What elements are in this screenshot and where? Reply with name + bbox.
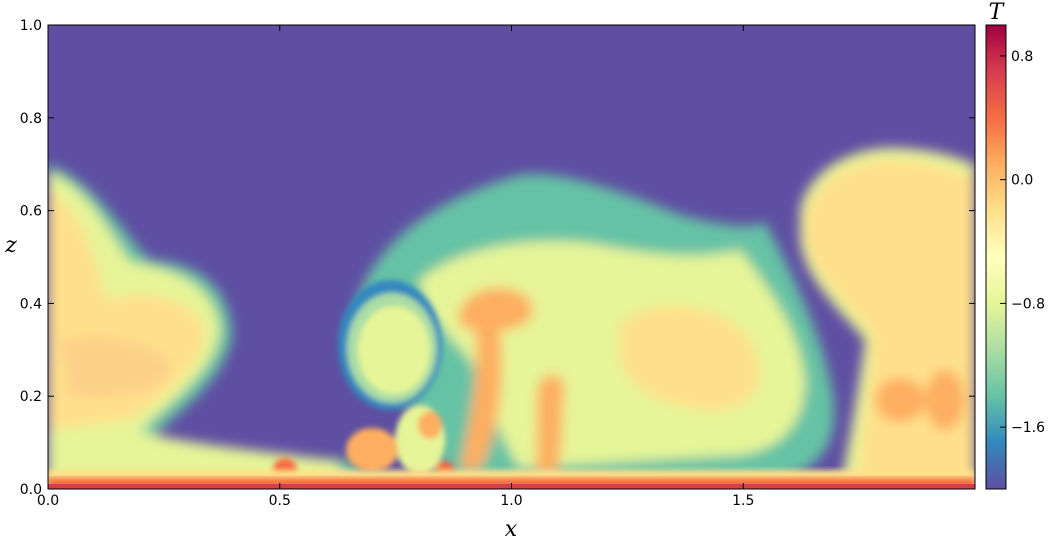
- blob-detached: [338, 280, 442, 410]
- plume-right: [800, 147, 975, 489]
- colorbar-tick-label: −0.8: [1011, 296, 1045, 312]
- colorbar-fill: [985, 24, 1007, 490]
- x-tick-label: 1.0: [500, 493, 522, 509]
- plume-left: [48, 165, 360, 489]
- colorbar-tick-label: −1.6: [1011, 420, 1045, 436]
- y-tick-label: 0.4: [20, 296, 42, 312]
- y-axis-label: z: [4, 233, 17, 258]
- colorbar-label: T: [989, 0, 1006, 25]
- plume-center: [350, 174, 835, 485]
- y-axis: 0.0 0.2 0.4 0.6 0.8 1.0: [20, 18, 975, 498]
- colorbar-ticks: 0.8 0.0 −0.8 −1.6: [1000, 49, 1045, 436]
- y-tick-label: 0.8: [20, 111, 42, 127]
- colorbar-tick-label: 0.0: [1011, 173, 1033, 189]
- y-tick-label: 0.0: [20, 482, 42, 498]
- heatmap-area: [48, 25, 975, 489]
- y-tick-label: 0.2: [20, 389, 42, 405]
- colorbar-tick-label: 0.8: [1011, 49, 1033, 65]
- x-tick-label: 0.5: [269, 493, 291, 509]
- plumes-small: [273, 405, 454, 482]
- colorbar: T 0.8 0.0 −0.8 −1.6: [985, 0, 1045, 490]
- y-tick-label: 0.6: [20, 204, 42, 220]
- x-axis: 0.0 0.5 1.0 1.5: [37, 25, 754, 509]
- x-tick-label: 1.5: [732, 493, 754, 509]
- x-tick-label: 0.0: [37, 493, 59, 509]
- x-axis-label: x: [505, 517, 518, 542]
- y-tick-label: 1.0: [20, 18, 42, 34]
